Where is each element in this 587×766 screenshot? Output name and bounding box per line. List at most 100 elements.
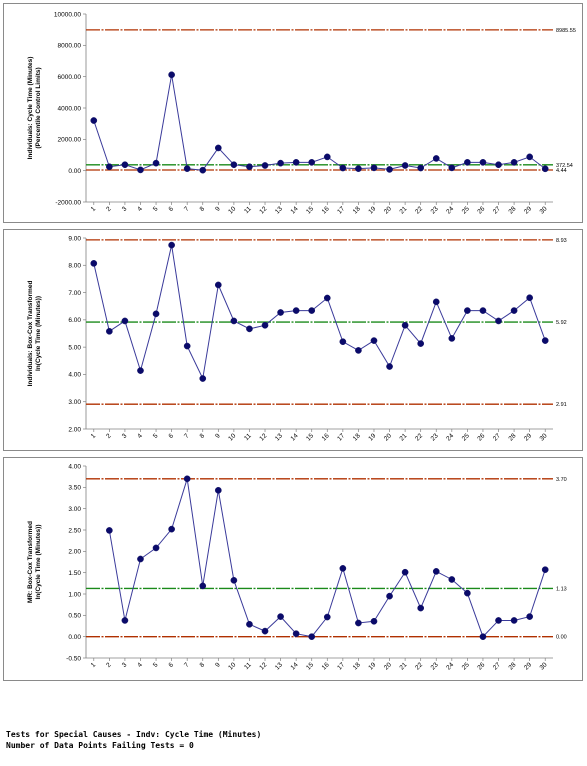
data-point [183,342,191,350]
x-tick-label: 7 [183,661,191,669]
x-tick-label: 6 [168,205,176,213]
x-tick-label: 22 [414,661,424,671]
x-tick-label: 26 [476,205,486,215]
x-tick-label: 26 [476,432,486,442]
data-point [121,317,129,325]
data-point [106,163,113,171]
data-point [292,307,300,314]
data-point [541,165,549,173]
y-tick-label: 2.50 [68,527,81,534]
data-point [183,165,191,172]
x-tick-label: 24 [445,661,455,671]
x-tick-label: 8 [199,205,207,213]
x-tick-label: 5 [152,432,160,440]
data-point [339,338,347,346]
y-tick-label: 4000.00 [58,105,82,112]
data-point [199,375,207,382]
x-tick-label: 15 [305,432,315,442]
x-tick-label: 21 [398,205,408,215]
x-tick-label: 20 [383,205,393,215]
data-point [401,568,409,576]
x-tick-label: 2 [105,205,113,213]
data-point [370,617,378,625]
y-tick-label: 0.00 [68,634,81,641]
data-point [152,544,160,552]
data-point [386,592,393,600]
data-point [277,613,284,620]
x-tick-label: 7 [183,432,191,440]
chart-svg-individuals-boxcox: Individuals: Box-Cox Transformed ln(Cycle… [27,235,567,442]
x-tick-label: 12 [258,432,268,442]
data-point [479,159,487,166]
y-tick-label: 2.00 [68,549,81,556]
data-point [90,117,98,124]
data-point [526,613,534,620]
x-tick-label: 17 [336,432,346,442]
x-tick-label: 20 [383,661,393,671]
data-point [339,164,347,172]
y-axis-label: (Percentile Control Limits) [35,67,42,148]
data-point [230,161,238,169]
x-tick-label: 30 [539,432,549,442]
x-tick-label: 5 [152,205,160,213]
control-line-label-cl: 5.92 [556,320,567,326]
y-tick-label: 3.00 [68,399,81,406]
x-tick-label: 20 [383,432,393,442]
x-tick-label: 28 [507,661,517,671]
x-tick-label: 12 [258,661,268,671]
y-axis-label: MR: Box-Cox Transformed [27,521,34,603]
chart-panel-moving-range: MR: Box-Cox Transformed ln(Cycle Time (Mi… [3,457,583,681]
y-tick-label: 2.00 [68,426,81,433]
data-point [495,617,502,624]
data-point [308,159,316,166]
y-tick-label: 1.00 [68,591,81,598]
x-tick-label: 19 [367,432,377,442]
data-point [339,565,347,572]
data-point [292,630,300,638]
control-line-label-lcl: 2.91 [556,402,567,408]
x-tick-label: 18 [352,661,362,671]
data-point [401,162,409,169]
control-line-label-ucl: 8985.55 [556,28,576,34]
x-tick-label: 13 [274,205,284,215]
x-tick-label: 28 [507,205,517,215]
data-point [432,298,440,306]
x-tick-label: 7 [183,205,191,213]
data-point [308,633,316,641]
x-tick-label: 1 [90,205,98,213]
chart-svg-individuals-raw: Individuals: Cycle Time (Minutes) (Percen… [27,11,576,215]
data-point [495,161,502,169]
data-point [246,163,253,171]
data-point [168,241,175,249]
x-tick-label: 6 [168,432,176,440]
x-tick-label: 23 [430,205,440,215]
data-point [526,153,534,161]
y-tick-label: 10000.00 [54,11,81,18]
x-tick-label: 8 [199,432,207,440]
y-tick-label: -0.50 [66,655,81,662]
x-tick-label: 16 [321,661,331,671]
control-line-label-lcl: 4.44 [556,168,567,174]
data-point [417,604,425,612]
data-point [246,620,253,628]
data-point [183,475,191,483]
x-tick-label: 27 [492,432,502,442]
x-tick-label: 15 [305,205,315,215]
data-point [292,159,300,166]
data-point [432,155,440,162]
data-point [121,161,129,169]
data-point [246,325,253,333]
x-tick-label: 29 [523,432,533,442]
x-tick-label: 21 [398,432,408,442]
x-tick-label: 22 [414,205,424,215]
data-point [261,321,269,329]
y-tick-label: 6.00 [68,317,81,324]
x-tick-label: 16 [321,205,331,215]
data-point [448,164,456,172]
x-tick-label: 2 [105,661,113,669]
y-axis-label: Individuals: Cycle Time (Minutes) [27,57,34,160]
data-point [464,589,471,597]
data-point [479,633,487,641]
data-point [323,613,331,621]
control-line-label-cl: 1.13 [556,586,567,592]
